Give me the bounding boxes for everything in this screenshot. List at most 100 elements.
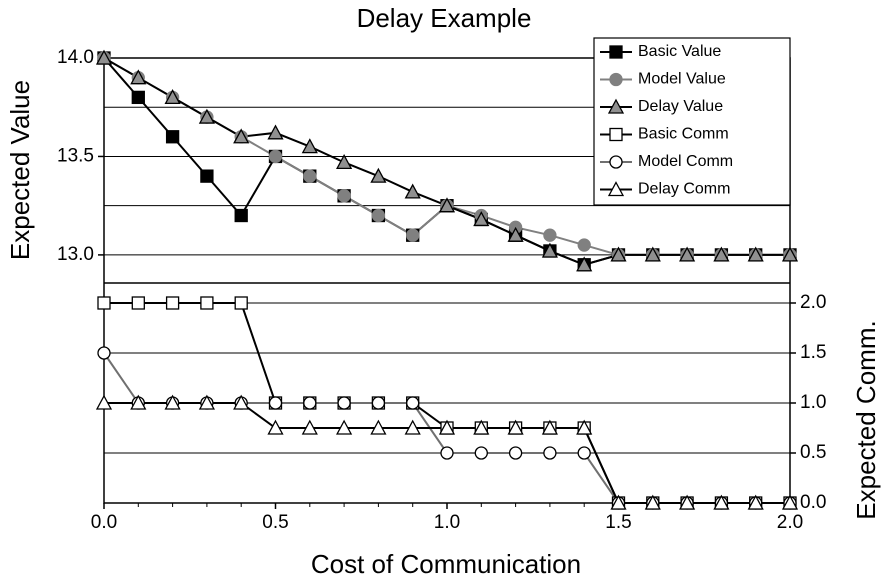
marker	[303, 169, 317, 183]
marker	[131, 296, 145, 310]
marker	[267, 124, 284, 140]
legend-label: Model Value	[638, 71, 726, 88]
y-tick-label: 13.5	[57, 145, 94, 166]
marker	[438, 197, 456, 213]
marker	[474, 446, 488, 460]
marker	[303, 396, 317, 410]
marker	[781, 494, 799, 510]
marker	[370, 167, 387, 183]
y-tick-label: 13.0	[57, 244, 94, 265]
marker	[370, 419, 387, 435]
y-tick-label: 14.0	[57, 47, 94, 68]
marker	[541, 242, 558, 258]
y2-tick-label: 1.0	[800, 392, 826, 413]
marker	[713, 246, 730, 262]
marker	[747, 494, 764, 510]
marker	[165, 130, 180, 144]
y-axis-title: Expected Value	[5, 80, 35, 260]
x-tick-label: 0.5	[262, 512, 288, 533]
marker	[576, 419, 593, 435]
marker	[507, 226, 524, 242]
marker	[234, 208, 248, 223]
marker	[131, 90, 145, 105]
x-axis-title: Cost of Communication	[311, 549, 581, 579]
marker	[164, 89, 181, 105]
marker	[577, 446, 591, 460]
marker	[609, 72, 623, 87]
marker	[576, 256, 593, 272]
marker	[165, 296, 180, 310]
marker	[301, 419, 318, 435]
marker	[97, 346, 111, 360]
marker	[644, 246, 661, 262]
marker	[97, 296, 111, 310]
legend-label: Delay Comm	[638, 181, 730, 198]
y2-axis-title: Expected Comm.	[851, 320, 881, 519]
marker	[371, 396, 386, 410]
marker	[679, 246, 696, 262]
marker	[507, 419, 524, 435]
marker	[609, 155, 623, 169]
marker	[337, 396, 351, 410]
marker	[234, 296, 248, 310]
marker	[406, 228, 420, 242]
marker	[268, 149, 283, 164]
y2-tick-label: 1.5	[800, 342, 826, 363]
legend-label: Delay Value	[638, 98, 723, 115]
marker	[336, 419, 353, 435]
marker	[607, 181, 625, 197]
marker	[543, 446, 557, 460]
marker	[607, 98, 625, 114]
marker	[404, 419, 421, 435]
marker	[610, 494, 627, 510]
marker	[371, 208, 386, 223]
marker	[543, 228, 557, 242]
marker	[198, 108, 215, 124]
marker	[200, 296, 214, 310]
marker	[406, 396, 420, 410]
marker	[301, 138, 318, 154]
marker	[577, 238, 591, 252]
y2-tick-label: 2.0	[800, 292, 826, 313]
marker	[95, 49, 113, 65]
marker	[679, 494, 696, 510]
marker	[200, 169, 214, 183]
x-tick-label: 2.0	[777, 512, 803, 533]
marker	[233, 128, 250, 144]
marker	[198, 394, 215, 410]
marker	[404, 183, 421, 199]
marker	[781, 246, 799, 262]
legend-box	[593, 37, 791, 206]
marker	[747, 246, 764, 262]
marker	[508, 446, 523, 460]
marker	[233, 394, 250, 410]
marker	[95, 394, 113, 410]
y2-tick-label: 0.5	[800, 442, 826, 463]
legend-label: Basic Value	[638, 43, 721, 60]
chart-title: Delay Example	[357, 3, 532, 33]
marker	[130, 69, 147, 85]
legend-label: Basic Comm	[638, 126, 729, 143]
marker	[438, 419, 456, 435]
marker	[609, 127, 623, 142]
marker	[541, 419, 558, 435]
marker	[473, 211, 490, 227]
legend-label: Model Comm	[638, 153, 733, 170]
marker	[610, 246, 627, 262]
marker	[336, 153, 353, 170]
x-tick-label: 1.5	[605, 512, 631, 533]
marker	[473, 419, 490, 435]
marker	[337, 189, 351, 203]
marker	[130, 394, 147, 410]
marker	[609, 45, 623, 59]
marker	[440, 446, 454, 460]
marker	[644, 494, 661, 510]
legend: Basic Value Model Value Delay Value Basic C…	[593, 37, 791, 206]
marker	[713, 494, 730, 510]
marker	[268, 396, 283, 410]
x-tick-label: 0.0	[91, 512, 117, 533]
marker	[267, 419, 284, 435]
marker	[164, 394, 181, 410]
y2-tick-label: 0.0	[800, 492, 826, 513]
